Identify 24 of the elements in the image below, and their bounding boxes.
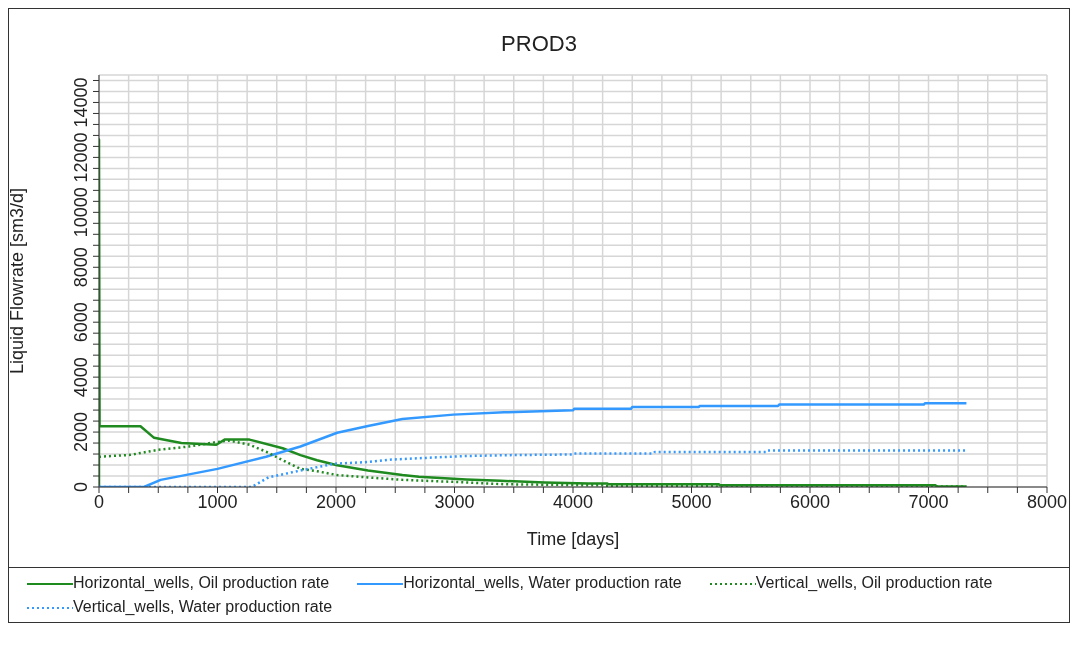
y-tick-label: 4000	[71, 357, 91, 398]
y-tick-label: 12000	[71, 132, 91, 183]
y-tick-label: 6000	[71, 302, 91, 343]
x-tick-label: 0	[93, 491, 105, 512]
y-tick-label: 10000	[71, 187, 91, 238]
x-axis-title: Time [days]	[526, 529, 620, 549]
chart-title: PROD3	[500, 30, 578, 57]
x-tick-label: 6000	[789, 491, 831, 512]
x-tick-label: 7000	[908, 491, 949, 512]
y-tick-label: 8000	[71, 247, 91, 288]
y-tick-label: 0	[71, 481, 91, 493]
x-tick-label: 8000	[1026, 491, 1068, 512]
legend-label: Vertical_wells, Oil production rate	[754, 574, 993, 592]
y-axis-title: Liquid Flowrate [sm3/d]	[7, 187, 28, 375]
legend-label: Horizontal_wells, Oil production rate	[72, 574, 330, 592]
x-tick-label: 3000	[434, 491, 475, 512]
legend-label: Horizontal_wells, Water production rate	[402, 574, 682, 592]
y-tick-label: 2000	[71, 412, 91, 453]
x-tick-label: 2000	[315, 491, 357, 512]
x-tick-label: 1000	[197, 491, 238, 512]
y-tick-label: 14000	[71, 77, 91, 128]
x-tick-label: 5000	[671, 491, 712, 512]
x-tick-label: 4000	[552, 491, 594, 512]
legend-label: Vertical_wells, Water production rate	[72, 598, 333, 616]
